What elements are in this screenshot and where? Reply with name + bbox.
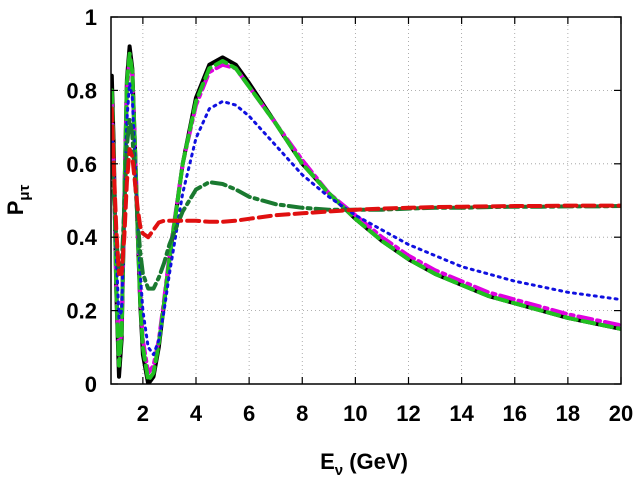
- plot-frame: [110, 16, 622, 385]
- x-tick-label: 4: [190, 401, 203, 426]
- series-line-4: [111, 81, 621, 357]
- x-tick-label: 8: [296, 401, 308, 426]
- x-tick-label: 12: [396, 401, 420, 426]
- x-tick-label: 16: [503, 401, 527, 426]
- y-axis-title-main: P: [3, 201, 28, 216]
- series-line-6: [111, 106, 621, 276]
- y-axis-title: Pμτ: [3, 184, 33, 215]
- x-axis-title-sub: ν: [335, 462, 343, 479]
- y-tick-label: 0.6: [66, 152, 97, 177]
- x-axis-title-unit: (GeV): [343, 449, 408, 474]
- series-group: [111, 44, 621, 384]
- x-tick-label: 20: [609, 401, 633, 426]
- x-axis-title-main: E: [320, 449, 335, 474]
- x-tick-label: 18: [556, 401, 580, 426]
- series-line-3: [111, 51, 621, 383]
- x-tick-label: 14: [449, 401, 474, 426]
- ticks-group: 2 4 6 8 10 12 14 16 18 20 0 0.2 0.4 0.6 0.8 1: [66, 5, 633, 426]
- y-tick-label: 1: [85, 5, 97, 30]
- x-axis-title: Eν (GeV): [320, 449, 408, 479]
- y-tick-label: 0: [85, 372, 97, 397]
- x-tick-label: 6: [243, 401, 255, 426]
- y-tick-label: 0.8: [66, 78, 97, 103]
- x-tick-label: 10: [343, 401, 367, 426]
- y-tick-label: 0.2: [66, 299, 97, 324]
- x-tick-label: 2: [137, 401, 149, 426]
- y-tick-label: 0.4: [66, 225, 97, 250]
- y-axis-title-sub: μτ: [16, 184, 33, 200]
